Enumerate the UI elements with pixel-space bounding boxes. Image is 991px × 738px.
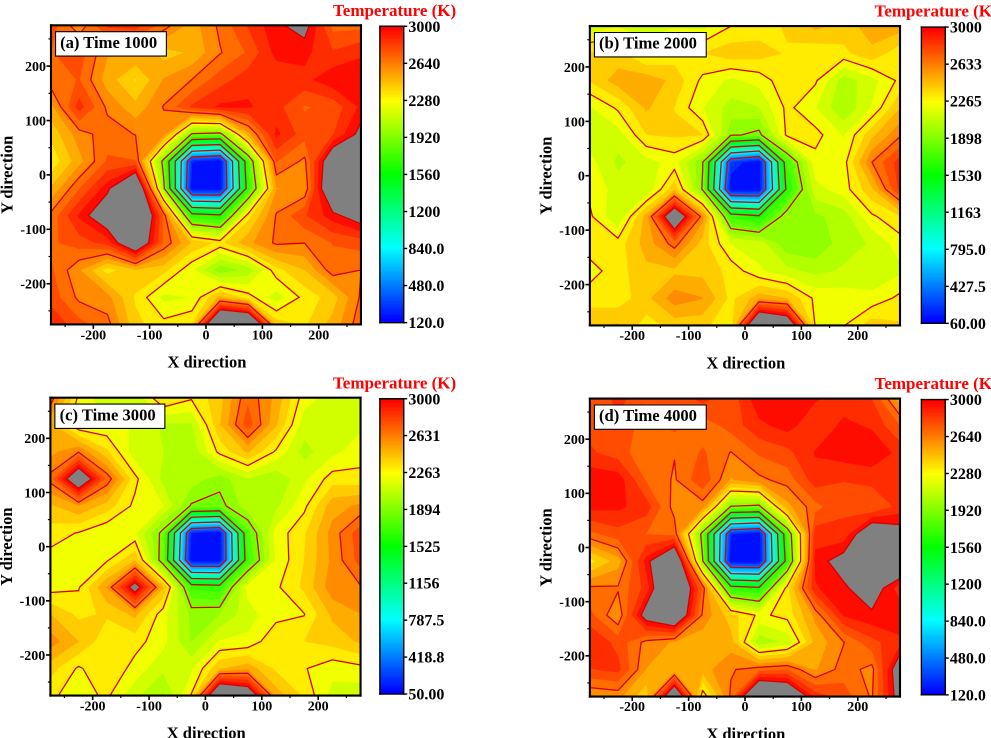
- svg-text:Temperature (K): Temperature (K): [875, 374, 991, 393]
- svg-text:0: 0: [202, 328, 209, 343]
- svg-text:(b) Time 2000: (b) Time 2000: [599, 34, 697, 53]
- svg-text:1156: 1156: [408, 576, 439, 593]
- svg-text:100: 100: [24, 486, 45, 501]
- svg-text:100: 100: [791, 329, 812, 344]
- svg-text:1163: 1163: [950, 205, 981, 222]
- svg-text:200: 200: [308, 699, 329, 714]
- svg-text:2280: 2280: [950, 466, 982, 483]
- svg-text:0: 0: [578, 170, 585, 185]
- svg-text:1530: 1530: [950, 168, 982, 185]
- svg-text:-100: -100: [136, 699, 162, 714]
- svg-text:1200: 1200: [408, 204, 440, 221]
- svg-text:200: 200: [847, 700, 868, 715]
- svg-text:1894: 1894: [408, 502, 440, 519]
- svg-text:Y direction: Y direction: [0, 507, 16, 585]
- svg-text:Y direction: Y direction: [536, 137, 555, 215]
- svg-text:480.0: 480.0: [950, 650, 986, 667]
- svg-text:X direction: X direction: [706, 353, 785, 372]
- svg-text:-200: -200: [20, 278, 46, 293]
- svg-text:-200: -200: [80, 699, 106, 714]
- svg-text:1200: 1200: [950, 577, 982, 594]
- svg-text:1525: 1525: [408, 539, 440, 556]
- svg-text:100: 100: [252, 328, 273, 343]
- svg-text:418.8: 418.8: [408, 650, 444, 667]
- svg-text:2265: 2265: [950, 94, 982, 111]
- svg-text:200: 200: [24, 432, 45, 447]
- svg-text:840.0: 840.0: [408, 241, 444, 258]
- svg-text:50.00: 50.00: [408, 687, 444, 704]
- svg-text:-200: -200: [559, 650, 585, 665]
- svg-text:(c) Time 3000: (c) Time 3000: [60, 405, 156, 424]
- svg-text:-100: -100: [676, 329, 702, 344]
- svg-text:-200: -200: [619, 700, 645, 715]
- svg-text:1920: 1920: [950, 503, 982, 520]
- svg-text:200: 200: [308, 328, 329, 343]
- svg-text:2640: 2640: [408, 56, 440, 73]
- svg-text:(a) Time 1000: (a) Time 1000: [60, 33, 157, 52]
- svg-text:-100: -100: [137, 328, 163, 343]
- svg-text:Y direction: Y direction: [536, 508, 555, 586]
- svg-text:100: 100: [564, 115, 585, 130]
- svg-text:787.5: 787.5: [408, 613, 444, 630]
- svg-text:120.0: 120.0: [950, 687, 986, 704]
- svg-text:Temperature (K): Temperature (K): [333, 1, 456, 20]
- svg-text:X direction: X direction: [167, 353, 246, 372]
- svg-text:120.0: 120.0: [408, 315, 444, 332]
- svg-text:X direction: X direction: [167, 724, 246, 738]
- svg-text:Y direction: Y direction: [0, 136, 16, 214]
- svg-text:3000: 3000: [408, 19, 440, 36]
- svg-text:-200: -200: [81, 328, 107, 343]
- svg-text:100: 100: [564, 487, 585, 502]
- svg-text:-200: -200: [559, 278, 585, 293]
- svg-text:3000: 3000: [950, 392, 982, 409]
- svg-text:-200: -200: [20, 649, 46, 664]
- svg-text:X direction: X direction: [706, 724, 785, 738]
- svg-text:795.0: 795.0: [950, 242, 986, 259]
- svg-text:Temperature (K): Temperature (K): [875, 2, 991, 21]
- svg-text:3000: 3000: [408, 391, 440, 408]
- svg-text:2640: 2640: [950, 429, 982, 446]
- svg-text:0: 0: [742, 700, 749, 715]
- svg-text:1898: 1898: [950, 131, 982, 148]
- svg-text:200: 200: [847, 329, 868, 344]
- svg-text:0: 0: [38, 541, 45, 556]
- svg-text:-200: -200: [619, 329, 645, 344]
- svg-text:1560: 1560: [950, 540, 982, 557]
- svg-text:2280: 2280: [408, 93, 440, 110]
- svg-text:-100: -100: [559, 224, 585, 239]
- svg-text:0: 0: [39, 169, 46, 184]
- svg-text:0: 0: [578, 541, 585, 556]
- svg-text:-100: -100: [559, 596, 585, 611]
- svg-text:0: 0: [202, 699, 209, 714]
- svg-text:200: 200: [564, 61, 585, 76]
- svg-text:2633: 2633: [950, 57, 982, 74]
- svg-text:2263: 2263: [408, 465, 440, 482]
- svg-text:-100: -100: [20, 595, 46, 610]
- svg-text:Temperature (K): Temperature (K): [333, 373, 456, 392]
- svg-text:100: 100: [791, 700, 812, 715]
- svg-text:840.0: 840.0: [950, 614, 986, 631]
- svg-text:1560: 1560: [408, 167, 440, 184]
- svg-text:200: 200: [564, 433, 585, 448]
- svg-text:427.5: 427.5: [950, 279, 986, 296]
- svg-text:2631: 2631: [408, 428, 440, 445]
- svg-text:(d) Time 4000: (d) Time 4000: [599, 406, 697, 425]
- svg-text:0: 0: [742, 329, 749, 344]
- svg-text:-100: -100: [676, 700, 702, 715]
- svg-text:-100: -100: [20, 223, 46, 238]
- svg-text:200: 200: [25, 60, 46, 75]
- svg-text:100: 100: [25, 114, 46, 129]
- svg-text:60.00: 60.00: [950, 316, 986, 333]
- svg-text:100: 100: [251, 699, 272, 714]
- svg-text:3000: 3000: [950, 20, 982, 37]
- svg-text:1920: 1920: [408, 130, 440, 147]
- svg-text:480.0: 480.0: [408, 278, 444, 295]
